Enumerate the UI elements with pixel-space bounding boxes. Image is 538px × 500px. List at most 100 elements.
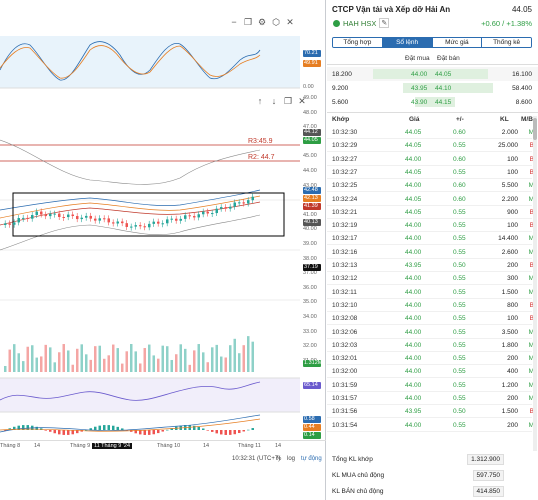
- trade-change: 0.60: [453, 182, 466, 190]
- trade-time: 10:32:11: [332, 288, 357, 296]
- edit-icon[interactable]: ✎: [379, 18, 390, 28]
- trade-row[interactable]: 10:32:03 44.00 0.55 1.800 M: [327, 339, 534, 352]
- volume-bar: [62, 344, 65, 372]
- trade-row[interactable]: 10:32:00 44.00 0.55 400 M: [327, 365, 534, 379]
- tab-price-levels[interactable]: Mức giá: [432, 38, 483, 47]
- orderbook-row[interactable]: 18.200 44.00 44.05 16.100: [327, 67, 538, 81]
- ask-header: Đặt bán: [437, 55, 460, 62]
- volume-bar: [220, 356, 223, 372]
- trade-row[interactable]: 10:32:01 44.00 0.55 200 M: [327, 352, 534, 366]
- bollinger-upper: [0, 139, 261, 185]
- trade-row[interactable]: 10:32:10 44.00 0.55 800 B: [327, 299, 534, 312]
- orderbook-row[interactable]: 5.600 43.90 44.15 8.600: [327, 95, 538, 109]
- macd-bar: [202, 428, 205, 430]
- volume-bar: [242, 345, 245, 372]
- bid-price[interactable]: 43.95: [411, 85, 428, 92]
- price-axis-label: 33.00: [303, 328, 317, 335]
- trade-row[interactable]: 10:32:13 43.95 0.50 200 B: [327, 259, 534, 272]
- move-down-icon[interactable]: ↓: [271, 96, 277, 106]
- candle: [103, 218, 106, 220]
- trade-row[interactable]: 10:32:24 44.05 0.60 2.200 M: [327, 193, 534, 206]
- osc-badge-2: 49.91: [303, 60, 321, 67]
- trade-row[interactable]: 10:32:17 44.00 0.55 14.400 M: [327, 232, 534, 246]
- trade-price: 44.05: [405, 208, 422, 216]
- ask-price[interactable]: 44.05: [435, 71, 452, 78]
- trade-row[interactable]: 10:32:30 44.05 0.60 2.000 M: [327, 126, 534, 139]
- macd-bar: [251, 428, 254, 430]
- trade-row[interactable]: 10:32:08 44.00 0.55 100 B: [327, 312, 534, 326]
- volume-bar: [40, 356, 43, 372]
- price-badge: 37.19: [303, 264, 321, 271]
- candle: [175, 218, 178, 221]
- trade-row[interactable]: 10:32:29 44.05 0.55 25.000 B: [327, 139, 534, 153]
- tab-orderbook[interactable]: Sổ lệnh: [382, 38, 433, 47]
- macd-bar: [4, 430, 7, 431]
- chart-canvas[interactable]: [0, 0, 300, 440]
- trade-row[interactable]: 10:31:57 44.00 0.55 200 M: [327, 392, 534, 405]
- trade-price: 44.05: [405, 168, 422, 176]
- popout-icon[interactable]: ❐: [243, 17, 253, 27]
- candle: [130, 226, 133, 228]
- trade-side: B: [529, 408, 534, 416]
- volume-bar: [175, 354, 178, 372]
- chart-area[interactable]: − ❐ ⚙ ⬡ ✕ ↑ ↓ ❐ ✕: [0, 0, 326, 500]
- candle: [121, 221, 124, 224]
- trade-side: M: [528, 235, 534, 243]
- trade-row[interactable]: 10:32:21 44.05 0.55 900 B: [327, 206, 534, 219]
- trade-row[interactable]: 10:31:56 43.95 0.50 1.500 B: [327, 405, 534, 419]
- ask-price[interactable]: 44.10: [435, 85, 452, 92]
- candle: [62, 216, 65, 218]
- macd-bar: [35, 426, 38, 430]
- volume-bar: [112, 344, 115, 372]
- move-up-icon[interactable]: ↑: [257, 96, 263, 106]
- tab-statistics[interactable]: Thống kê: [482, 38, 531, 47]
- maximize-pane-icon[interactable]: ❐: [283, 96, 293, 106]
- gear-icon[interactable]: ⚙: [257, 17, 267, 27]
- macd-signal-line: [0, 418, 261, 432]
- bid-price[interactable]: 43.90: [411, 99, 428, 106]
- bid-price[interactable]: 44.00: [411, 71, 428, 78]
- trade-row[interactable]: 10:31:54 44.00 0.55 200 M: [327, 419, 534, 432]
- price-axis-label: 43.00: [303, 182, 317, 189]
- minimize-icon[interactable]: −: [231, 17, 237, 27]
- trade-row[interactable]: 10:32:06 44.00 0.55 3.500 M: [327, 326, 534, 339]
- trade-row[interactable]: 10:32:16 44.00 0.55 2.600 M: [327, 246, 534, 259]
- macd-bar: [224, 430, 227, 435]
- auto-scale-toggle[interactable]: tự động: [301, 456, 322, 462]
- trade-row[interactable]: 10:32:11 44.00 0.55 1.500 M: [327, 286, 534, 299]
- volume-bar: [71, 364, 74, 372]
- object-icon[interactable]: ⬡: [272, 17, 280, 27]
- trade-row[interactable]: 10:32:12 44.00 0.55 300 M: [327, 272, 534, 286]
- trade-row[interactable]: 10:32:25 44.00 0.60 5.500 M: [327, 179, 534, 193]
- volume-bar: [170, 359, 173, 372]
- candle: [170, 218, 173, 220]
- trade-change: 0.55: [453, 328, 466, 336]
- macd-bar: [17, 425, 20, 430]
- log-toggle[interactable]: log: [287, 456, 296, 462]
- summary-row: KL MUA chủ động 597.750: [327, 467, 538, 483]
- close-icon[interactable]: ✕: [286, 17, 294, 27]
- trade-row[interactable]: 10:32:19 44.00 0.55 100 B: [327, 219, 534, 233]
- volume-bar: [179, 344, 182, 372]
- trade-row[interactable]: 10:32:27 44.00 0.60 100 B: [327, 153, 534, 166]
- trade-price: 44.05: [405, 195, 422, 203]
- percent-toggle[interactable]: %: [276, 456, 282, 462]
- close-pane-icon[interactable]: ✕: [298, 96, 306, 106]
- scroll-thumb[interactable]: [533, 118, 537, 140]
- candle: [134, 225, 137, 227]
- ask-price[interactable]: 44.15: [435, 99, 452, 106]
- trade-side: M: [528, 395, 534, 402]
- macd-bar: [143, 430, 146, 435]
- trade-volume: 800: [507, 301, 518, 309]
- tab-summary[interactable]: Tổng hợp: [333, 38, 383, 47]
- trade-volume: 1.800: [501, 341, 518, 349]
- time-axis[interactable]: Tháng 8 14 Tháng 9 11 Tháng 9 '24 Tháng …: [0, 440, 326, 450]
- trade-row[interactable]: 10:32:27 44.05 0.55 100 B: [327, 166, 534, 179]
- candle: [85, 215, 88, 218]
- scrollbar[interactable]: [533, 116, 537, 451]
- macd-bar: [161, 430, 164, 432]
- trade-row[interactable]: 10:31:59 44.00 0.55 1.200 M: [327, 379, 534, 392]
- company-name: CTCP Vận tải và Xếp dỡ Hải An: [332, 5, 451, 14]
- orderbook-row[interactable]: 9.200 43.95 44.10 58.400: [327, 81, 538, 95]
